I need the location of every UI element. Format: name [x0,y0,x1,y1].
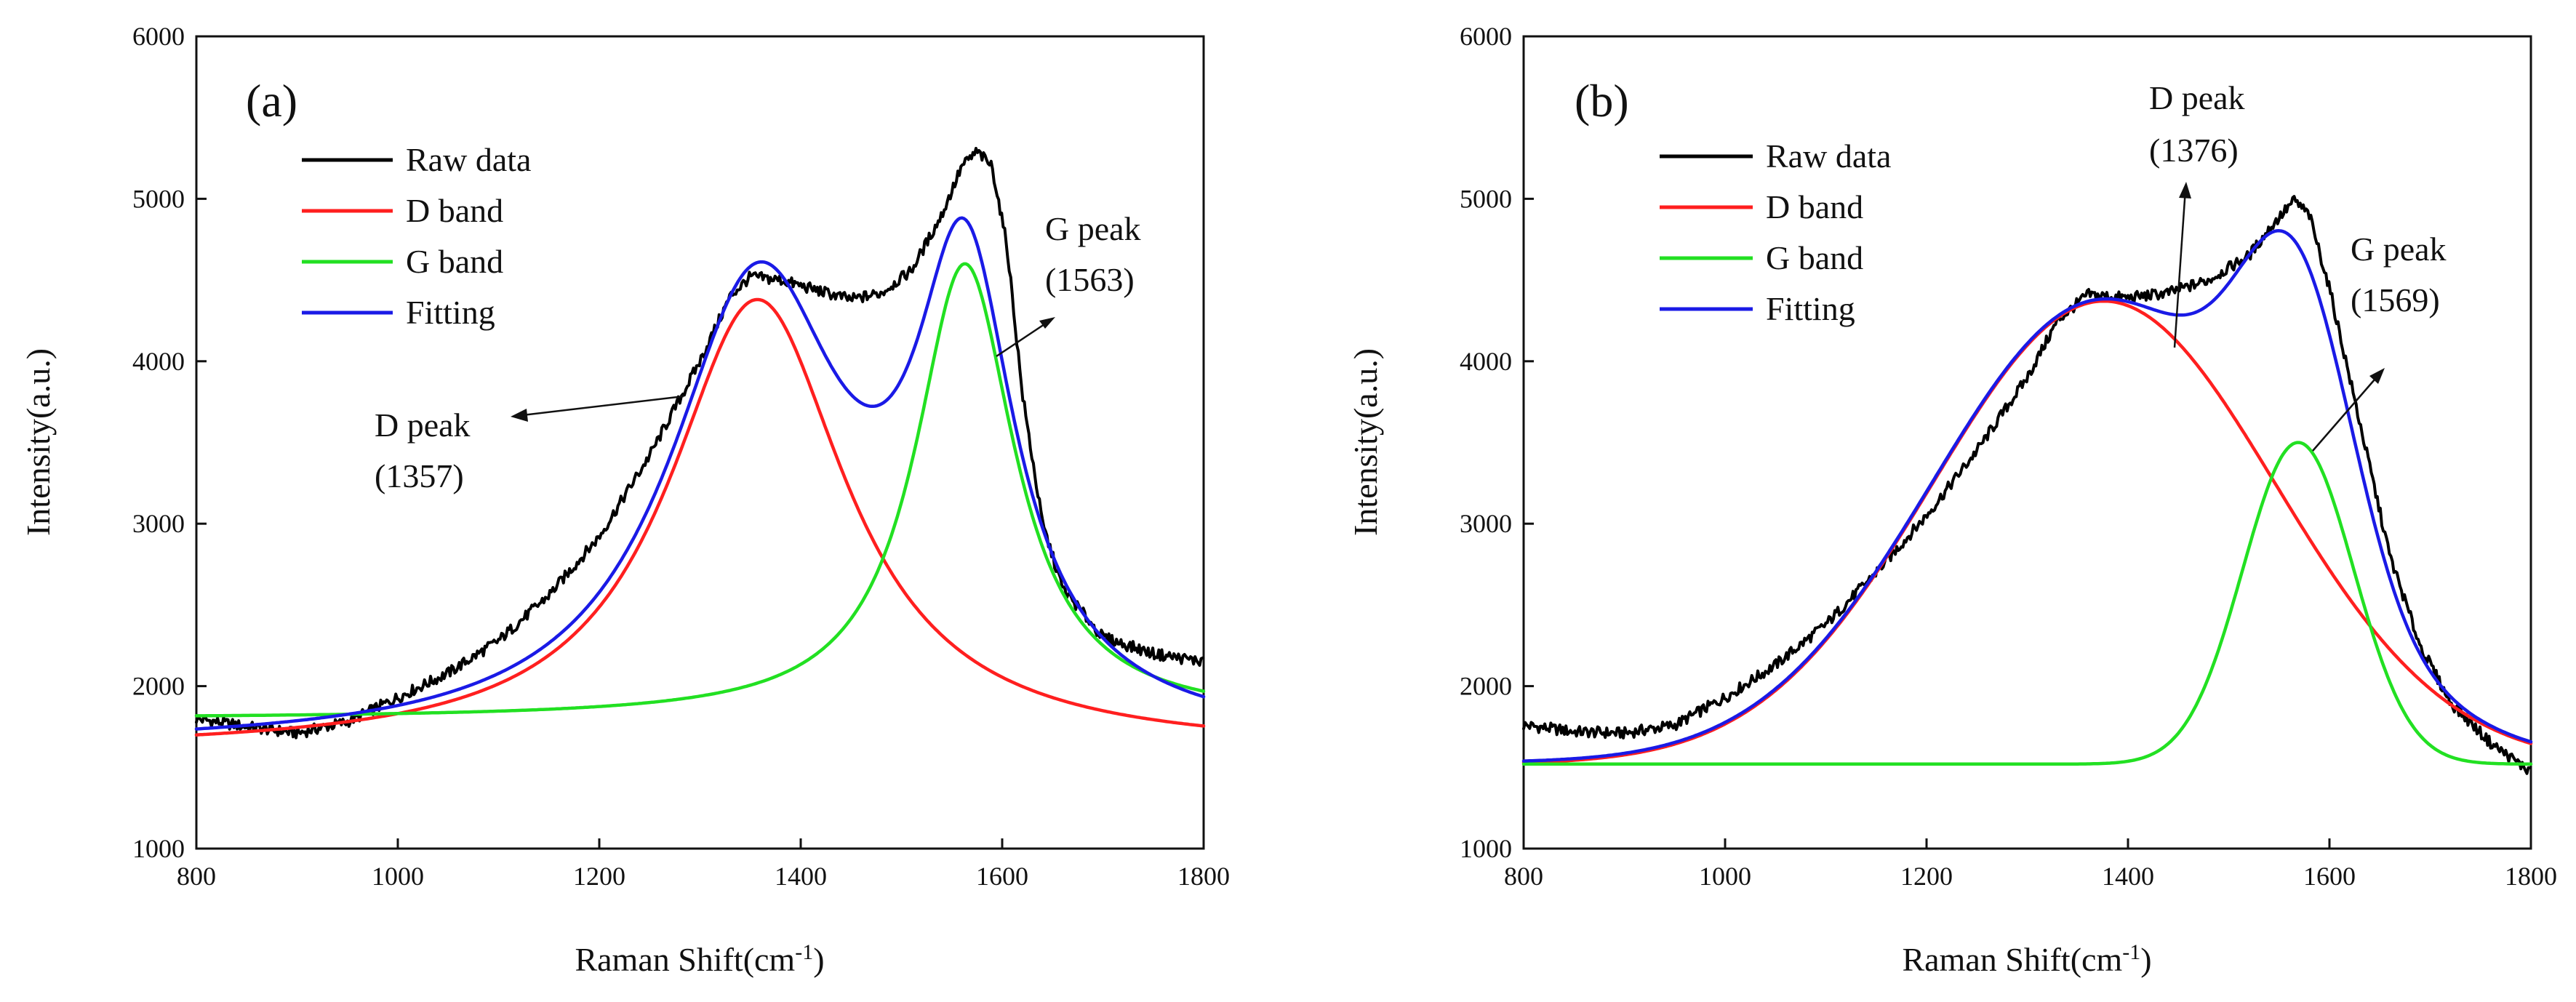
panel-label: (a) [246,75,297,127]
raw-data-line [1522,195,2532,775]
g-peak-label: G peak [1045,210,1141,247]
x-axis-title-superscript: -1 [2122,940,2140,964]
g-band-line [1521,441,2533,766]
curves [194,147,1206,740]
fitting-line [1521,229,2533,763]
fitting-line [194,216,1206,731]
legend-label-g: G band [1766,239,1863,276]
x-tick-label: 1600 [976,862,1028,891]
y-tick-label: 4000 [132,347,185,376]
x-tick-label: 1200 [1900,862,1953,891]
g-peak-value: (1569) [2351,281,2440,318]
x-ticks: 800 1000 1200 1400 1600 1800 [177,838,1230,891]
annotations: D peak (1357) G peak (1563) [375,210,1141,494]
y-ticks: 1000 2000 3000 4000 5000 6000 [132,22,207,863]
legend-label-fit: Fitting [406,294,495,331]
g-peak-arrowhead [2369,368,2385,384]
y-tick-label: 2000 [132,672,185,701]
x-axis-title: Raman Shift(cm-1) [575,940,824,978]
annotations: D peak (1376) G peak (1569) [2149,79,2447,452]
d-peak-value: (1357) [375,457,464,494]
y-tick-label: 4000 [1460,347,1512,376]
legend-label-fit: Fitting [1766,290,1855,327]
legend-label-d: D band [1766,188,1863,225]
y-tick-label: 2000 [1460,672,1512,701]
x-tick-label: 1000 [1699,862,1751,891]
d-band-line [1521,299,2533,765]
y-tick-label: 1000 [1460,834,1512,863]
legend-label-raw: Raw data [1766,137,1891,175]
y-tick-label: 1000 [132,834,185,863]
y-tick-label: 5000 [132,184,185,213]
plot-frame [195,35,1205,850]
d-peak-arrowhead [511,409,528,422]
legend: Raw data D band G band Fitting [1660,137,1891,327]
x-tick-label: 1000 [372,862,424,891]
y-tick-label: 6000 [132,22,185,51]
g-band-line [194,262,1206,718]
y-axis-title: Intensity(a.u.) [20,348,57,536]
d-peak-arrow [516,395,684,417]
x-ticks: 800 1000 1200 1400 1600 1800 [1504,838,2557,891]
x-tick-label: 1600 [2303,862,2356,891]
legend-label-d: D band [406,192,503,229]
legend-label-raw: Raw data [406,141,531,178]
legend-label-g: G band [406,243,503,280]
curves [1521,195,2533,775]
y-tick-label: 6000 [1460,22,1512,51]
y-tick-label: 5000 [1460,184,1512,213]
x-axis-title: Raman Shift(cm-1) [1902,940,2151,978]
g-peak-value: (1563) [1045,261,1135,298]
d-peak-label: D peak [375,406,471,444]
legend: Raw data D band G band Fitting [302,141,531,331]
y-tick-label: 3000 [1460,509,1512,538]
d-peak-arrow [2173,188,2187,348]
x-tick-label: 800 [177,862,216,891]
y-tick-label: 3000 [132,509,185,538]
x-tick-label: 1800 [1177,862,1230,891]
x-tick-label: 1200 [573,862,625,891]
x-tick-label: 800 [1504,862,1543,891]
d-band-line [194,297,1206,737]
panel-label: (b) [1575,75,1629,127]
y-ticks: 1000 2000 3000 4000 5000 6000 [1460,22,1534,863]
g-peak-arrow [996,318,1052,358]
g-peak-arrowhead [1039,317,1055,329]
x-axis-title-superscript: -1 [795,940,813,964]
d-peak-arrowhead [2179,182,2191,199]
d-peak-value: (1376) [2149,132,2239,169]
y-axis-title: Intensity(a.u.) [1347,348,1384,536]
plot-frame [1522,35,2532,850]
x-tick-label: 1400 [775,862,827,891]
g-peak-label: G peak [2351,231,2447,268]
x-tick-label: 1800 [2505,862,2557,891]
x-tick-label: 1400 [2102,862,2154,891]
d-peak-label: D peak [2149,79,2245,116]
g-peak-arrow [2312,373,2380,452]
